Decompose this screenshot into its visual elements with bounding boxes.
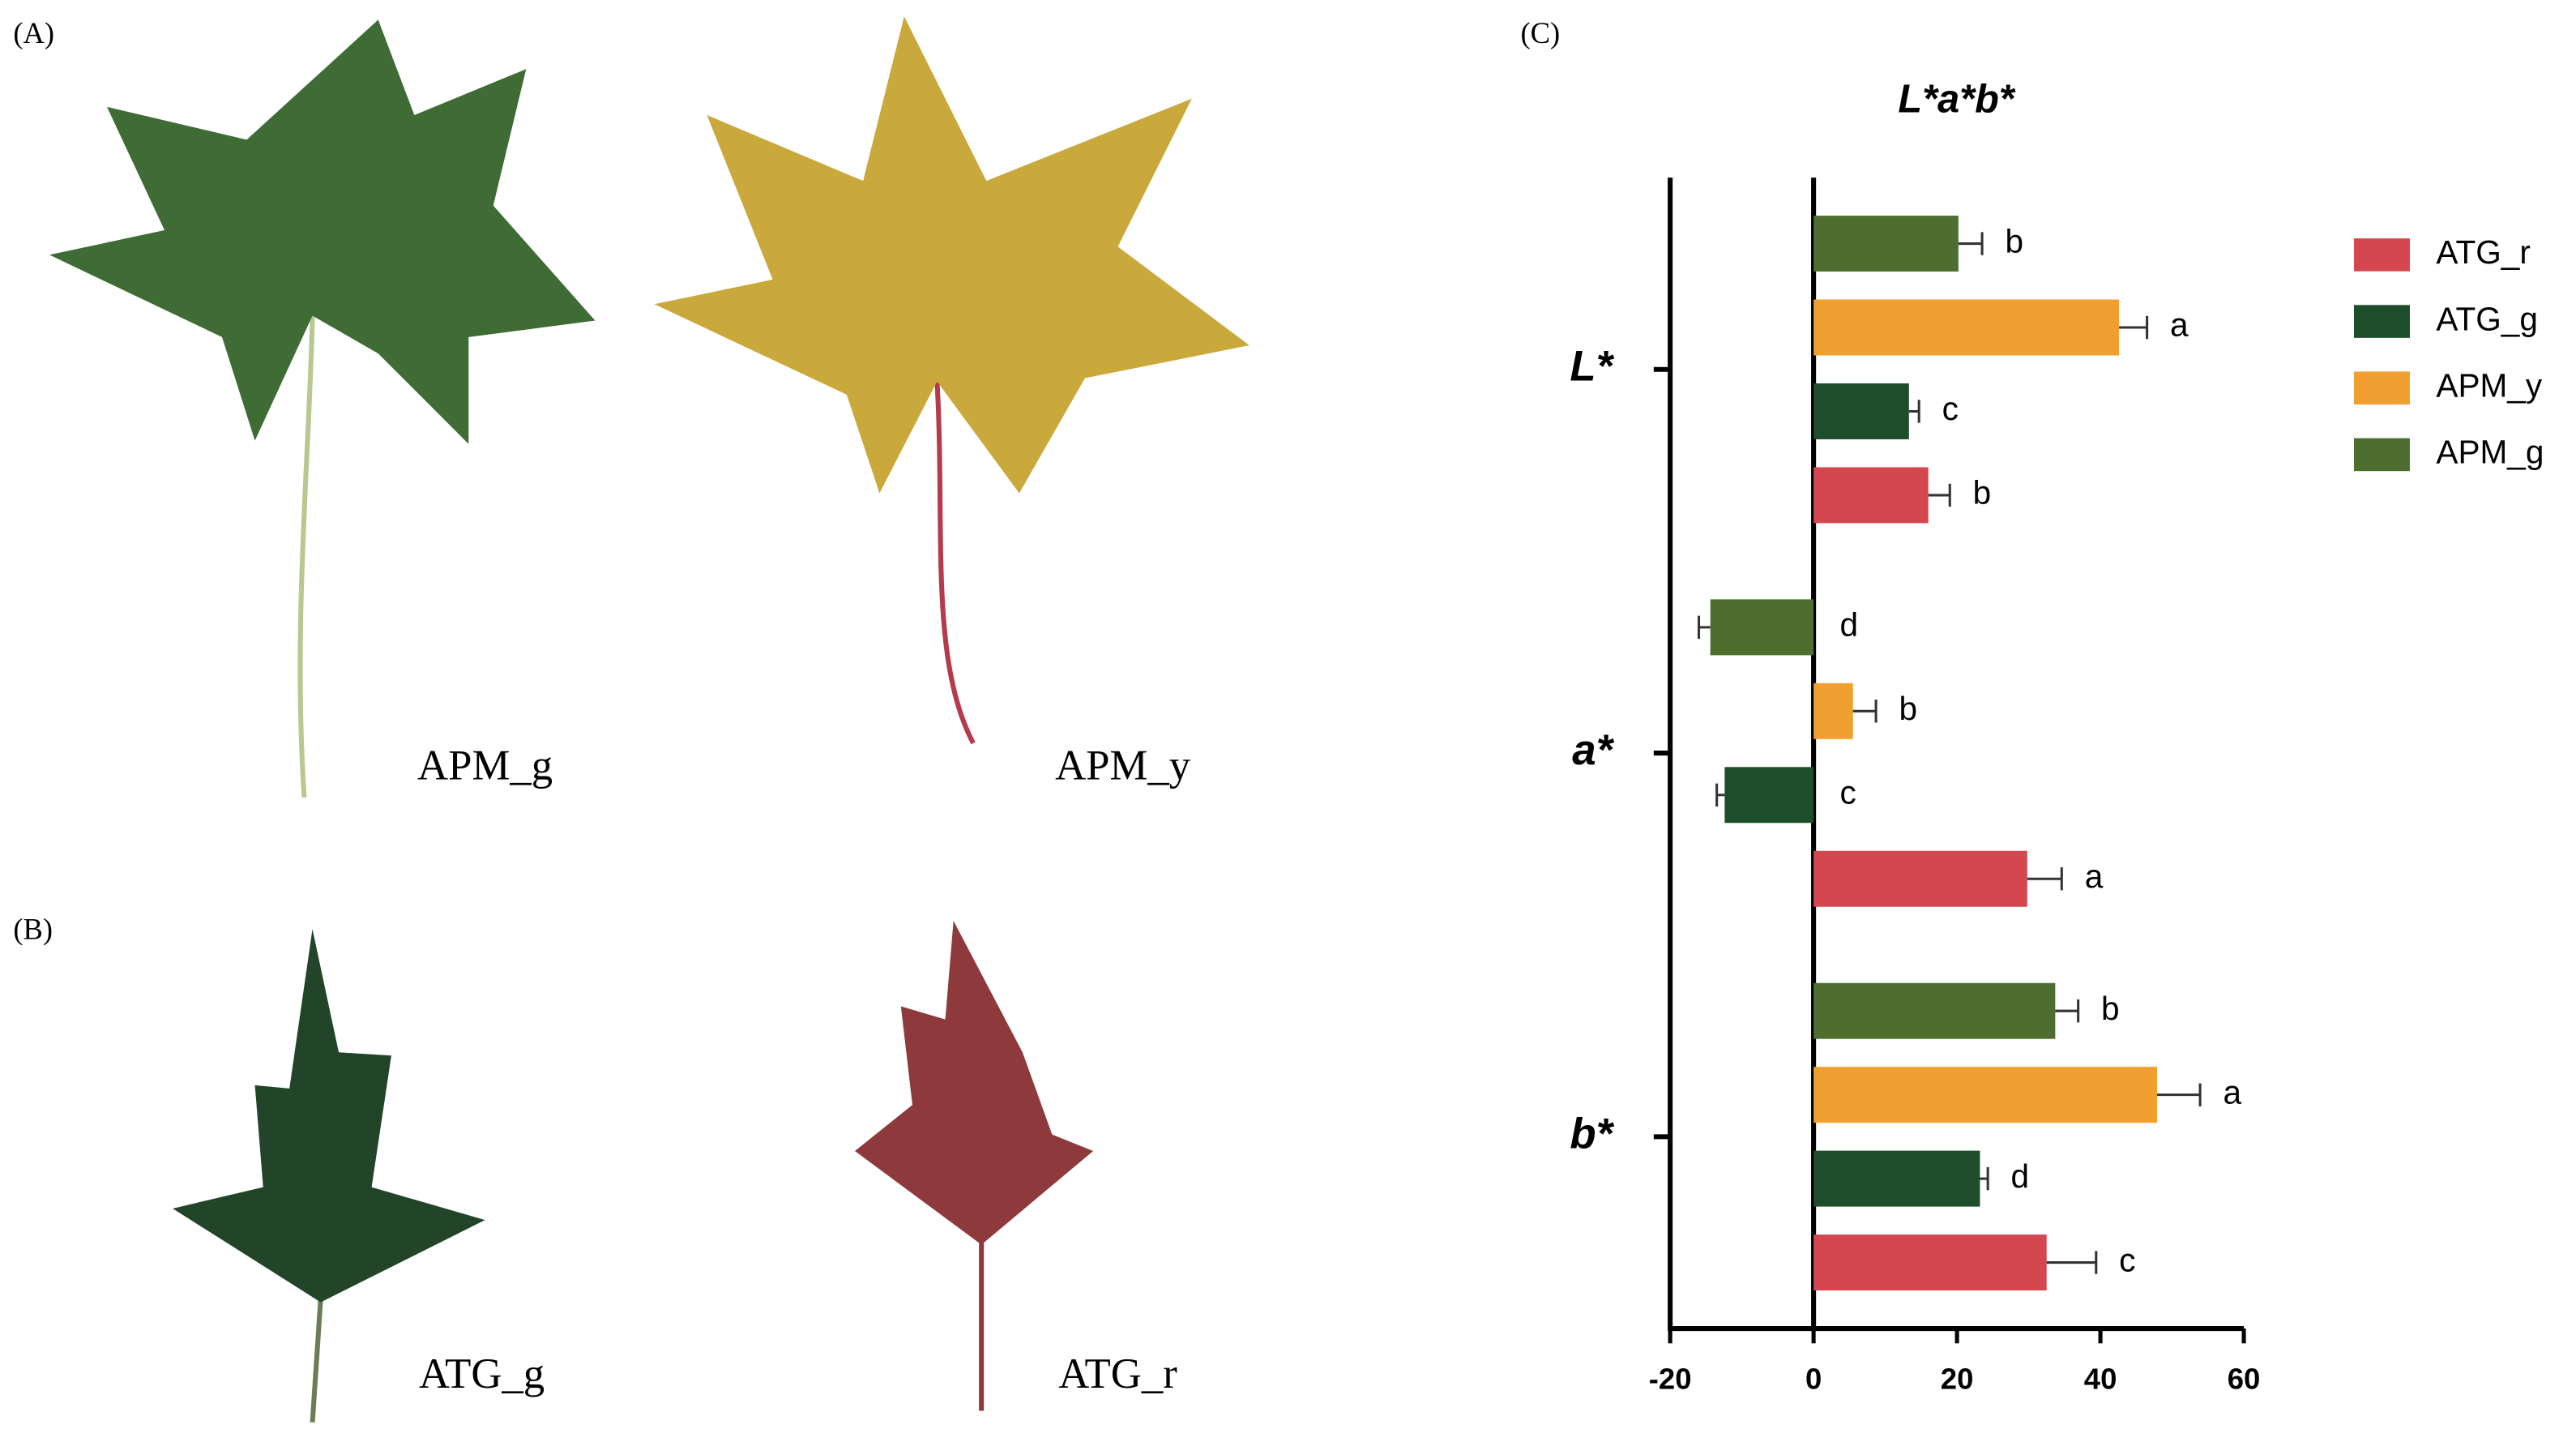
legend-label: ATG_g — [2436, 300, 2538, 337]
bar — [1813, 299, 2120, 356]
significance-label: b — [1899, 690, 1918, 727]
bar — [1710, 599, 1814, 656]
significance-label: a — [2223, 1073, 2241, 1110]
y-tick-label: b* — [1570, 1110, 1614, 1157]
error-bar — [1908, 400, 1920, 423]
x-tick-label: 60 — [2228, 1363, 2261, 1396]
error-bar — [2119, 315, 2149, 340]
y-tick-label: L* — [1570, 343, 1614, 391]
error-bar — [1980, 1166, 1989, 1191]
legend-swatch — [2353, 438, 2410, 472]
error-bar — [1958, 232, 1984, 255]
significance-label: c — [1942, 390, 1959, 427]
leaf-atg-r — [854, 920, 1094, 1411]
significance-label: c — [2119, 1241, 2135, 1278]
significance-label: d — [1840, 606, 1859, 644]
y-tick-label: a* — [1572, 726, 1614, 774]
significance-label: b — [2005, 222, 2023, 259]
legend-label: APM_g — [2436, 434, 2544, 471]
error-bar — [1852, 700, 1878, 723]
significance-label: b — [1973, 474, 1992, 511]
bar — [1813, 682, 1853, 739]
error-bar — [1928, 483, 1951, 507]
bar — [1813, 1067, 2157, 1123]
panel-label: (B) — [13, 913, 53, 946]
leaf-caption: ATG_g — [419, 1350, 545, 1397]
significance-label: b — [2101, 990, 2120, 1027]
leaf-apm-g — [49, 19, 596, 798]
panel-label: (A) — [13, 16, 54, 49]
legend-swatch — [2353, 371, 2410, 405]
bar — [1813, 467, 1929, 524]
bar — [1813, 850, 2027, 907]
x-tick-label: -20 — [1649, 1363, 1692, 1396]
legend-label: ATG_r — [2436, 233, 2530, 271]
x-tick-label: 40 — [2084, 1363, 2117, 1396]
x-tick-label: 20 — [1941, 1363, 1974, 1396]
bar — [1813, 383, 1909, 439]
error-bar — [2156, 1083, 2202, 1106]
bar — [1724, 767, 1814, 824]
panel-label: (C) — [1521, 16, 1561, 49]
error-bar — [2046, 1251, 2098, 1274]
error-bar — [1698, 615, 1711, 640]
significance-label: a — [2170, 306, 2189, 344]
x-tick-label: 0 — [1805, 1363, 1822, 1396]
leaf-caption: ATG_r — [1058, 1350, 1177, 1397]
error-bar — [2027, 867, 2063, 891]
bar — [1813, 1150, 1980, 1207]
bar — [1813, 216, 1959, 272]
legend-label: APM_y — [2436, 366, 2542, 404]
legend-swatch — [2353, 305, 2410, 338]
significance-label: d — [2011, 1157, 2030, 1195]
legend-swatch — [2353, 238, 2410, 272]
bar — [1813, 982, 2056, 1039]
leaf-caption: APM_g — [417, 742, 553, 789]
error-bar — [2055, 999, 2080, 1023]
significance-label: c — [1840, 774, 1856, 811]
leaf-atg-g — [173, 929, 485, 1423]
bar — [1813, 1234, 2047, 1291]
error-bar — [1715, 783, 1725, 807]
leaf-apm-y — [654, 16, 1250, 745]
significance-label: a — [2085, 858, 2104, 895]
leaf-caption: APM_y — [1055, 742, 1191, 789]
chart-title: L*a*b* — [1898, 78, 2015, 122]
